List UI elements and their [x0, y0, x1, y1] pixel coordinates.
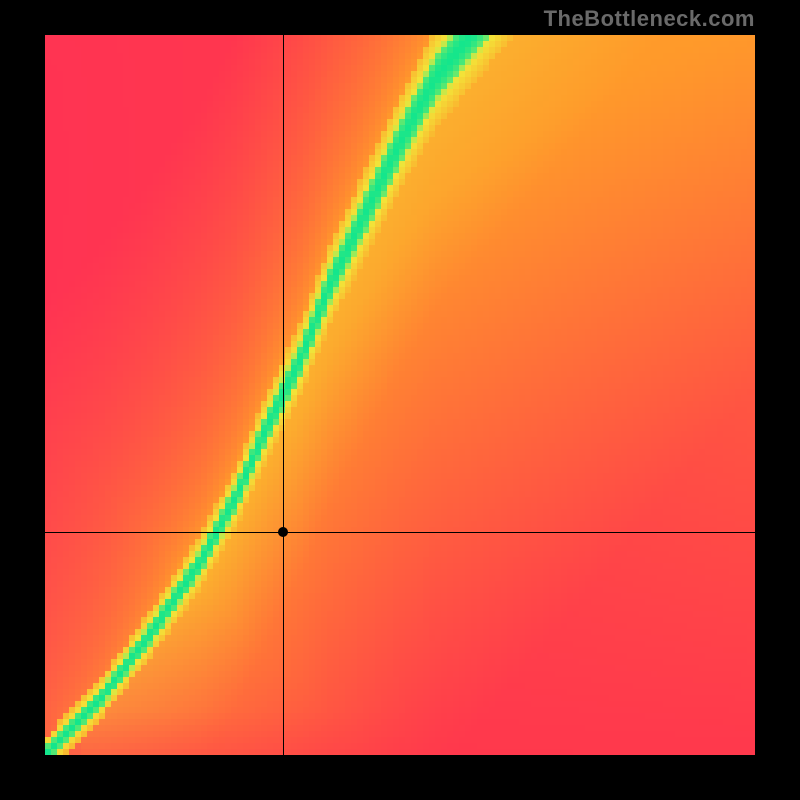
- plot-frame: [45, 35, 755, 755]
- heatmap-canvas: [45, 35, 755, 755]
- watermark-text: TheBottleneck.com: [544, 6, 755, 32]
- app-root: TheBottleneck.com: [0, 0, 800, 800]
